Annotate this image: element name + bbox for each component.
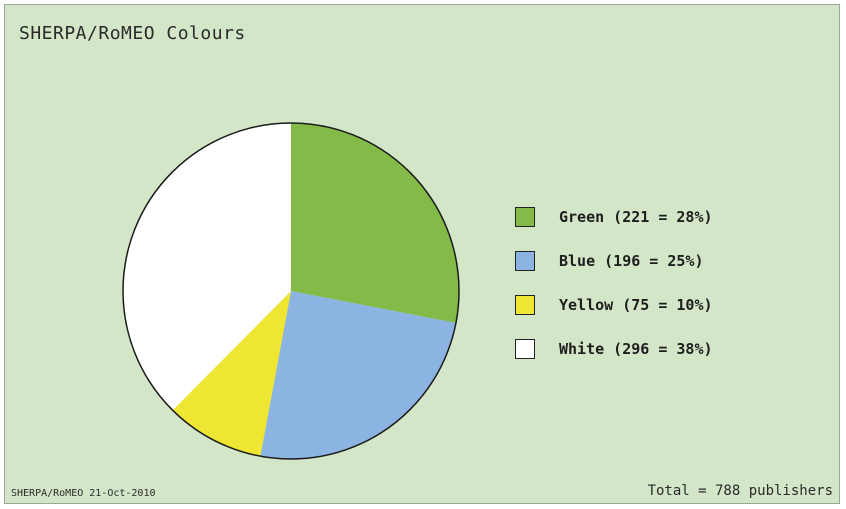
legend-label-white: White (296 = 38%)	[559, 340, 713, 358]
legend-label-blue: Blue (196 = 25%)	[559, 252, 704, 270]
pie-outline	[122, 122, 460, 460]
footer-total: Total = 788 publishers	[647, 483, 833, 499]
chart-title: SHERPA/RoMEO Colours	[19, 23, 246, 44]
pie-slice-green	[291, 123, 460, 323]
legend-item-green: Green (221 = 28%)	[515, 207, 815, 229]
legend-label-yellow: Yellow (75 = 10%)	[559, 296, 713, 314]
legend-swatch-blue	[515, 251, 535, 271]
pie-slice-yellow	[172, 291, 291, 457]
legend-swatch-white	[515, 339, 535, 359]
chart-frame: SHERPA/RoMEO Colours Green (221 = 28%) B…	[4, 4, 840, 504]
legend-swatch-yellow	[515, 295, 535, 315]
legend-item-white: White (296 = 38%)	[515, 339, 815, 361]
legend-label-green: Green (221 = 28%)	[559, 208, 713, 226]
pie-slice-white	[122, 123, 291, 411]
pie-chart	[122, 122, 460, 460]
pie-slice-blue	[260, 291, 456, 459]
legend-item-yellow: Yellow (75 = 10%)	[515, 295, 815, 317]
legend-swatch-green	[515, 207, 535, 227]
legend-item-blue: Blue (196 = 25%)	[515, 251, 815, 273]
legend: Green (221 = 28%) Blue (196 = 25%) Yello…	[515, 207, 815, 383]
footer-source-date: SHERPA/RoMEO 21-Oct-2010	[11, 488, 156, 499]
